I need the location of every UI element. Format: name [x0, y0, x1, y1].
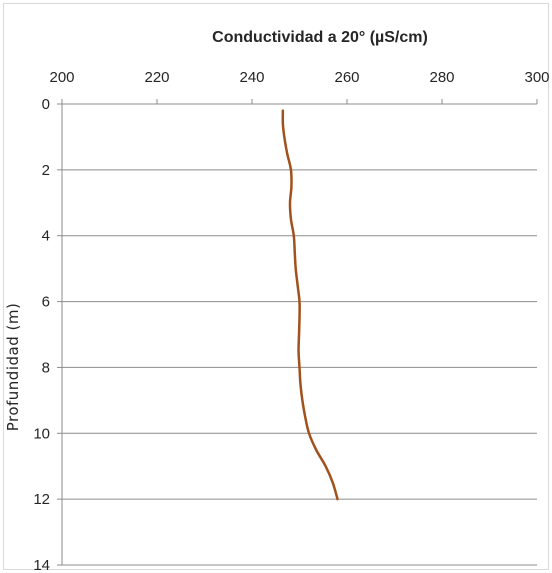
data-point-17: [299, 383, 301, 385]
data-point-2: [283, 136, 285, 138]
chart-title: Conductividad a 20° (µS/cm): [212, 29, 428, 46]
x-tick-label-200: 200: [49, 69, 74, 86]
data-point-18: [301, 399, 303, 401]
data-point-21: [315, 449, 317, 451]
series-line-0: [281, 109, 339, 501]
data-point-24: [336, 498, 338, 500]
data-point-13: [298, 317, 300, 319]
data-point-3: [286, 152, 288, 154]
y-tick-label-6: 6: [42, 294, 50, 311]
y-tick-label-14: 14: [33, 557, 50, 573]
data-point-1: [282, 123, 284, 125]
data-point-12: [298, 300, 300, 302]
data-point-20: [308, 432, 310, 434]
data-point-8: [293, 235, 295, 237]
data-point-14: [298, 333, 300, 335]
axis-layer: 0 2 4 6 8 10 12 14 200 220 240 260 280 300: [33, 69, 549, 573]
data-point-4: [290, 169, 292, 171]
y-axis-label: Profundidad (m): [4, 303, 22, 432]
data-point-23: [332, 481, 334, 483]
y-tick-label-4: 4: [42, 228, 50, 245]
grid-layer: [62, 169, 537, 566]
data-point-16: [298, 366, 300, 368]
data-point-9: [294, 251, 296, 253]
y-tick-label-12: 12: [33, 491, 50, 508]
data-point-5: [290, 185, 292, 187]
data-point-7: [290, 218, 292, 220]
y-tick-label-8: 8: [42, 359, 50, 376]
data-point-6: [289, 202, 291, 204]
x-tick-label-280: 280: [429, 69, 454, 86]
y-tick-label-10: 10: [33, 425, 50, 442]
x-tick-label-240: 240: [239, 69, 264, 86]
chart-frame: [3, 3, 549, 570]
data-point-10: [295, 267, 297, 269]
data-point-22: [324, 465, 326, 467]
x-tick-label-300: 300: [524, 69, 549, 86]
y-tick-label-0: 0: [42, 96, 50, 113]
y-tick-label-2: 2: [42, 162, 50, 179]
data-point-11: [296, 284, 298, 286]
series-layer: [281, 109, 339, 501]
data-point-15: [297, 350, 299, 352]
data-point-19: [304, 416, 306, 418]
x-tick-label-220: 220: [144, 69, 169, 86]
data-point-0: [282, 109, 284, 111]
x-tick-label-260: 260: [334, 69, 359, 86]
